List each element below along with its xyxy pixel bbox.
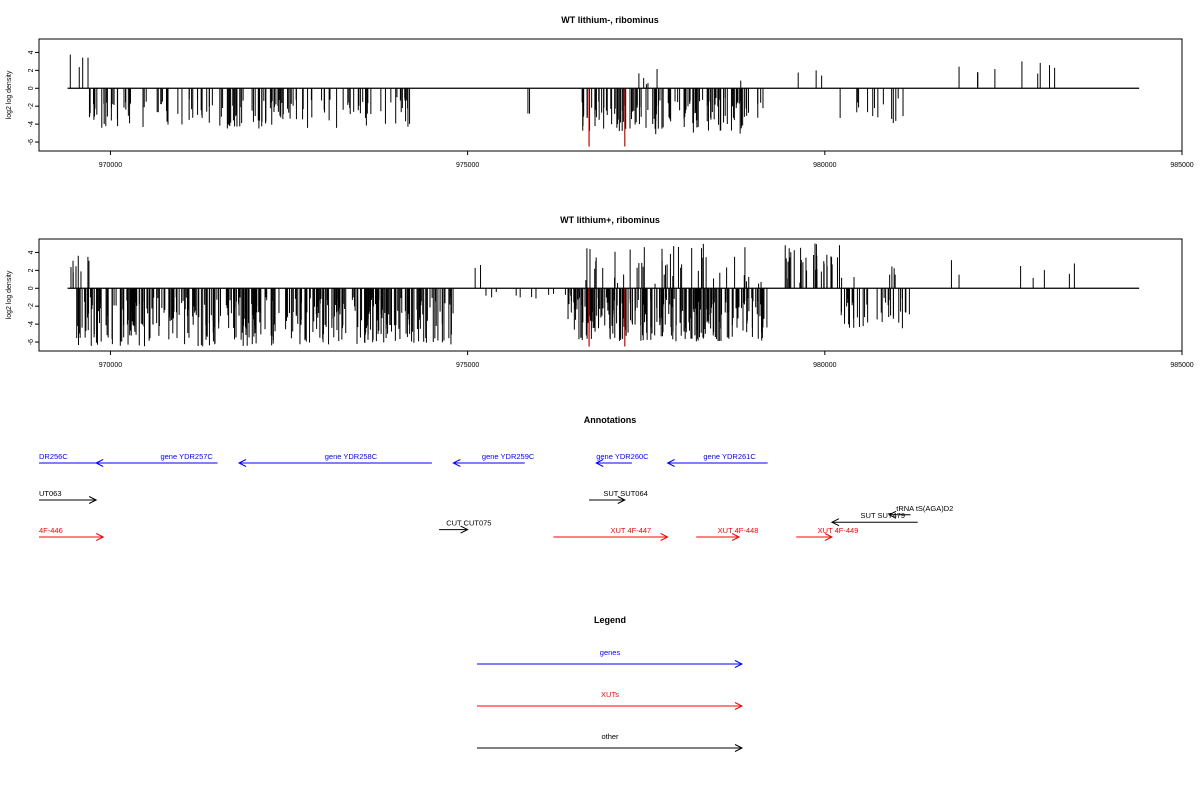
feature-arrowhead [237, 459, 247, 467]
panel-lithium-minus: WT lithium-, ribominus 420-2-4-6 970000 9… [6, 15, 1194, 169]
x-axis: 970000 975000 980000 985000 [99, 151, 1194, 169]
legend-item: XUTs [477, 690, 744, 710]
y-tick-label: -2 [28, 103, 35, 109]
annotation-feature: gene YDR259C [452, 452, 535, 467]
annotation-feature: UT063 [39, 489, 98, 504]
feature-label: DR256C [39, 452, 68, 461]
feature-label: gene YDR260C [596, 452, 649, 461]
feature-arrowhead [887, 510, 897, 519]
feature-arrowhead [824, 533, 834, 541]
feature-label: 4F-446 [39, 526, 63, 535]
feature-label: CUT CUT075 [446, 519, 491, 528]
y-tick-label: -4 [28, 321, 35, 327]
y-tick-label: -6 [28, 139, 35, 145]
feature-label: gene YDR258C [325, 452, 378, 461]
y-tick-label: 2 [28, 268, 35, 272]
legend-item: genes [477, 648, 744, 668]
annotations-panel: Annotations DR256C gene YDR257C gene YDR25… [39, 415, 953, 541]
legend-arrowhead [734, 744, 744, 752]
legend: Legend genes XUTs other [477, 615, 744, 752]
panel-lithium-plus: WT lithium+, ribominus 420-2-4-6 970000 9… [6, 215, 1194, 369]
annotation-feature: CUT CUT075 [439, 519, 491, 534]
x-tick-label: 985000 [1170, 162, 1193, 169]
panel-title: WT lithium-, ribominus [561, 15, 659, 25]
annotation-feature: DR256C [39, 452, 97, 464]
y-tick-label: 4 [28, 50, 35, 54]
feature-arrowhead [830, 518, 840, 527]
bar-series [67, 54, 1140, 147]
x-tick-label: 980000 [813, 362, 836, 369]
annotation-feature: gene YDR260C [595, 452, 649, 467]
feature-label: gene YDR259C [482, 452, 535, 461]
y-axis-label: log2 log density [6, 70, 13, 119]
x-tick-label: 980000 [813, 162, 836, 169]
annotation-feature: gene YDR261C [666, 452, 768, 467]
feature-label: XUT 4F-447 [611, 526, 652, 535]
annotations-title: Annotations [584, 415, 637, 425]
feature-arrowhead [96, 533, 105, 541]
legend-label: XUTs [601, 690, 619, 699]
annotation-feature: XUT 4F-449 [796, 526, 858, 541]
feature-label: SUT SUT479 [861, 511, 905, 520]
x-tick-label: 985000 [1170, 362, 1193, 369]
legend-label: genes [600, 648, 621, 657]
feature-label: UT063 [39, 489, 62, 498]
y-tick-label: -2 [28, 303, 35, 309]
plot-frame [38, 238, 1183, 352]
x-tick-label: 975000 [456, 162, 479, 169]
feature-label: XUT 4F-448 [718, 526, 759, 535]
bar-series [67, 243, 1140, 347]
feature-label: gene YDR261C [703, 452, 756, 461]
feature-arrowhead [660, 533, 669, 541]
feature-arrowhead [95, 459, 104, 467]
annotation-feature: gene YDR257C [95, 452, 218, 467]
annotation-feature: 4F-446 [39, 526, 105, 541]
feature-label: gene YDR257C [160, 452, 213, 461]
feature-arrowhead [731, 533, 741, 541]
y-axis: 4 2 0 -2 -4 -6 [28, 50, 39, 145]
annotation-feature: XUT 4F-448 [696, 526, 758, 541]
y-tick-label: -4 [28, 121, 35, 127]
feature-arrowhead [460, 525, 469, 534]
legend-arrowhead [734, 702, 744, 710]
y-tick-label: 0 [28, 86, 35, 90]
legend-arrowhead [734, 660, 744, 668]
y-tick-label: -6 [28, 339, 35, 345]
legend-item: other [477, 732, 744, 752]
feature-arrowhead [666, 459, 675, 467]
x-tick-label: 970000 [99, 362, 122, 369]
panel-title: WT lithium+, ribominus [560, 215, 660, 225]
y-tick-label: 2 [28, 68, 35, 72]
x-axis: 970000 975000 980000 985000 [99, 351, 1194, 369]
annotation-feature: gene YDR258C [237, 452, 432, 467]
annotation-feature: tRNA tS(AGA)D2 [887, 504, 953, 519]
legend-title: Legend [594, 615, 626, 625]
annotation-feature: SUT SUT064 [589, 489, 648, 504]
legend-items: genes XUTs other [477, 648, 744, 752]
x-tick-label: 975000 [456, 362, 479, 369]
y-axis: 4 2 0 -2 -4 -6 [28, 250, 39, 345]
feature-label: XUT 4F-449 [818, 526, 859, 535]
feature-label: tRNA tS(AGA)D2 [896, 504, 953, 513]
feature-arrowhead [88, 496, 98, 504]
y-tick-label: 4 [28, 250, 35, 254]
y-tick-label: 0 [28, 286, 35, 290]
feature-label: SUT SUT064 [603, 489, 647, 498]
y-axis-label: log2 log density [6, 270, 13, 319]
feature-arrowhead [617, 496, 626, 504]
annotation-feature: XUT 4F-447 [553, 526, 669, 541]
plot-frame [38, 38, 1183, 152]
x-tick-label: 970000 [99, 162, 122, 169]
feature-arrowhead [452, 459, 461, 467]
feature-arrowhead [595, 459, 604, 467]
legend-label: other [601, 732, 619, 741]
annotation-feature: SUT SUT479 [830, 511, 918, 527]
annotation-tracks: DR256C gene YDR257C gene YDR258C gene YDR25… [39, 452, 953, 541]
